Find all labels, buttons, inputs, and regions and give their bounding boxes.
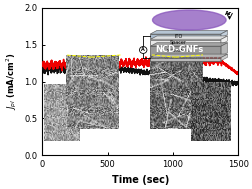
Text: GNFs: GNFs — [88, 45, 112, 54]
Text: NCD-GNFs: NCD-GNFs — [154, 45, 202, 54]
Y-axis label: $J_{pl}$ (mA/cm$^2$): $J_{pl}$ (mA/cm$^2$) — [4, 53, 19, 110]
X-axis label: Time (sec): Time (sec) — [111, 175, 168, 185]
